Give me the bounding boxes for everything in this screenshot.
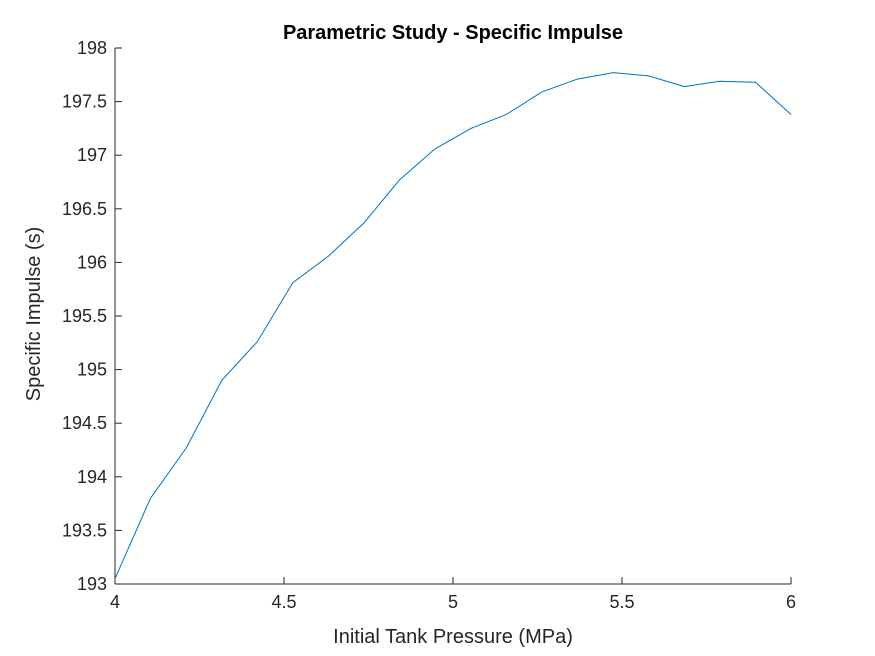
series-layer [114, 72, 792, 579]
y-tick-label: 195.5 [62, 306, 107, 326]
y-tick-label: 194.5 [62, 413, 107, 433]
y-tick-label: 193.5 [62, 520, 107, 540]
x-tick-label: 4 [110, 592, 120, 612]
x-tick-label: 5 [448, 592, 458, 612]
y-axis-ticks: 193 193.5 194 194.5 195 195.5 196 196.5 197 197.5… [62, 38, 122, 594]
x-axis-ticks: 4 4.5 5 5.5 6 [110, 577, 796, 612]
y-axis-label: Specific Impulse (s) [23, 227, 45, 402]
y-tick-label: 194 [77, 467, 107, 487]
x-tick-label: 4.5 [271, 592, 296, 612]
plot-area: 4 4.5 5 5.5 6 193 193.5 194 194.5 195 195.5 196 196… [62, 38, 796, 612]
y-tick-label: 198 [77, 38, 107, 58]
axes [114, 48, 791, 585]
y-tick-label: 197 [77, 145, 107, 165]
y-tick-label: 195 [77, 360, 107, 380]
y-tick-label: 196.5 [62, 199, 107, 219]
series-line-0 [114, 72, 792, 579]
x-tick-label: 6 [786, 592, 796, 612]
y-tick-label: 196 [77, 252, 107, 272]
x-tick-label: 5.5 [609, 592, 634, 612]
x-axis-label: Initial Tank Pressure (MPa) [333, 626, 573, 648]
chart-title: Parametric Study - Specific Impulse [283, 22, 623, 44]
y-tick-label: 197.5 [62, 92, 107, 112]
y-tick-label: 193 [77, 574, 107, 594]
